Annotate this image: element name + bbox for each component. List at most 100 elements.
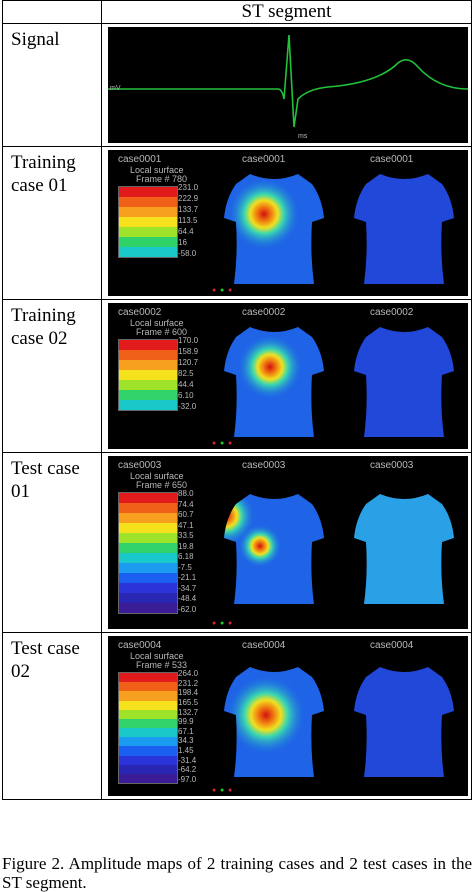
color-scale-band [119, 523, 177, 533]
color-scale-band [119, 718, 177, 729]
frame-label: Frame # 780 [136, 174, 188, 184]
signal-y-label: mV [110, 85, 121, 92]
map-cell-training-01: case0001 Local surface Frame # 780 231.0 222… [101, 146, 472, 300]
color-scale-band [119, 543, 177, 553]
color-scale-band [119, 593, 177, 603]
color-scale-band [119, 187, 177, 197]
color-scale-band [119, 709, 177, 719]
row-label-test-02: Test case 02 [2, 632, 102, 800]
scale-tick-label: 231.0 [178, 183, 199, 192]
color-scale-band [119, 764, 177, 774]
scale-tick-label: 44.4 [178, 380, 194, 389]
scale-tick-label: 222.9 [178, 194, 199, 203]
scale-tick-label: 113.5 [178, 216, 198, 225]
torso-front-map [224, 493, 324, 604]
color-scale-bar [118, 672, 178, 784]
color-scale-ticks: 170.0 158.9 120.7 82.5 44.4 6.10 -32.0 [178, 337, 198, 411]
row-label-training-01: Training case 01 [2, 146, 102, 300]
scale-tick-label: 67.1 [178, 726, 194, 736]
torso-back-map [354, 667, 454, 777]
color-scale-band [119, 247, 177, 257]
color-scale-band [119, 227, 177, 237]
case-id-left: case0003 [118, 460, 162, 471]
scale-tick-label: -7.5 [178, 562, 192, 572]
case-id-middle: case0003 [242, 460, 286, 471]
row-label-signal: Signal [2, 23, 102, 147]
color-scale-band [119, 340, 177, 350]
color-scale-band [119, 237, 177, 247]
color-scale-ticks: 88.0 74.4 60.7 47.1 33.5 19.8 6.18 -7.5 -21.1 -34… [178, 490, 196, 614]
torso-back-map [354, 493, 454, 604]
marker-dots: ● ● ● [212, 439, 234, 447]
corner-cell [2, 0, 102, 24]
scale-tick-label: 19.8 [178, 541, 194, 551]
color-scale-band [119, 503, 177, 513]
marker-dots: ● ● ● [212, 286, 234, 294]
scale-tick-label: 231.2 [178, 678, 199, 688]
scale-tick-label: 264.0 [178, 669, 199, 678]
color-scale-band [119, 207, 177, 217]
case-id-left: case0002 [118, 307, 162, 318]
scale-tick-label: 34.3 [178, 736, 194, 746]
torso-back-map [354, 174, 454, 284]
case-id-middle: case0002 [242, 307, 286, 318]
scale-tick-label: 88.0 [178, 489, 194, 498]
color-scale-ticks: 231.0 222.9 133.7 113.5 64.4 16 -58.0 [178, 184, 198, 258]
color-scale-band [119, 583, 177, 593]
scale-tick-label: 64.4 [178, 227, 194, 236]
color-scale-band [119, 700, 177, 710]
color-scale-ticks: 264.0 231.2 198.4 165.5 132.7 99.9 67.1 34.3 1.4… [178, 670, 198, 784]
color-scale-bar [118, 492, 178, 614]
color-scale-band [119, 217, 177, 227]
scale-tick-label: 133.7 [178, 205, 199, 214]
scale-tick-label: 74.4 [178, 499, 194, 509]
color-scale-band [119, 533, 177, 543]
color-scale-band [119, 755, 177, 765]
torso-front-map [224, 667, 324, 777]
torso-front-map [224, 327, 324, 437]
surface-label: Local surface [130, 471, 184, 481]
amplitude-map-test-01: case0003 Local surface Frame # 650 88.0 74.4… [108, 456, 468, 629]
scale-tick-label: 33.5 [178, 531, 194, 541]
torso-front-map [224, 174, 324, 284]
scale-tick-label: -64.2 [178, 765, 197, 775]
scale-tick-label: -48.4 [178, 594, 197, 604]
column-header: ST segment [101, 0, 472, 24]
frame-label: Frame # 650 [136, 480, 188, 490]
frame-label: Frame # 600 [136, 327, 188, 337]
ecg-signal-plot: mV ms [108, 27, 468, 143]
scale-tick-label: -21.1 [178, 573, 197, 583]
scale-tick-label: 1.45 [178, 746, 194, 755]
signal-cell: mV ms [101, 23, 472, 147]
color-scale-band [119, 360, 177, 370]
scale-tick-label: -31.4 [178, 755, 197, 765]
row-label-test-01: Test case 01 [2, 452, 102, 633]
color-scale-band [119, 380, 177, 390]
case-id-middle: case0004 [242, 640, 286, 651]
scale-tick-label: 82.5 [178, 369, 194, 378]
case-id-right: case0001 [370, 154, 414, 165]
case-id-right: case0003 [370, 460, 414, 471]
scale-tick-label: 60.7 [178, 510, 194, 520]
scale-tick-label: 6.18 [178, 552, 194, 562]
amplitude-map-training-02: case0002 Local surface Frame # 600 170.0 158… [108, 303, 468, 449]
color-scale-band [119, 603, 177, 613]
color-scale-band [119, 390, 177, 400]
color-scale-band [119, 728, 177, 738]
signal-x-label: ms [298, 133, 308, 140]
scale-tick-label: 16 [178, 238, 187, 247]
scale-tick-label: -34.7 [178, 583, 197, 593]
color-scale-bar [118, 339, 178, 411]
frame-label: Frame # 533 [136, 660, 188, 670]
color-scale-band [119, 400, 177, 410]
color-scale-band [119, 553, 177, 563]
row-label-training-02: Training case 02 [2, 299, 102, 453]
amplitude-map-test-02: case0004 Local surface Frame # 533 264.0 231… [108, 636, 468, 796]
case-id-right: case0002 [370, 307, 414, 318]
color-scale-band [119, 370, 177, 380]
torso-back-map [354, 327, 454, 437]
color-scale-band [119, 350, 177, 360]
map-cell-test-01: case0003 Local surface Frame # 650 88.0 74.4… [101, 452, 472, 633]
scale-tick-label: -32.0 [178, 402, 197, 411]
case-id-middle: case0001 [242, 154, 286, 165]
